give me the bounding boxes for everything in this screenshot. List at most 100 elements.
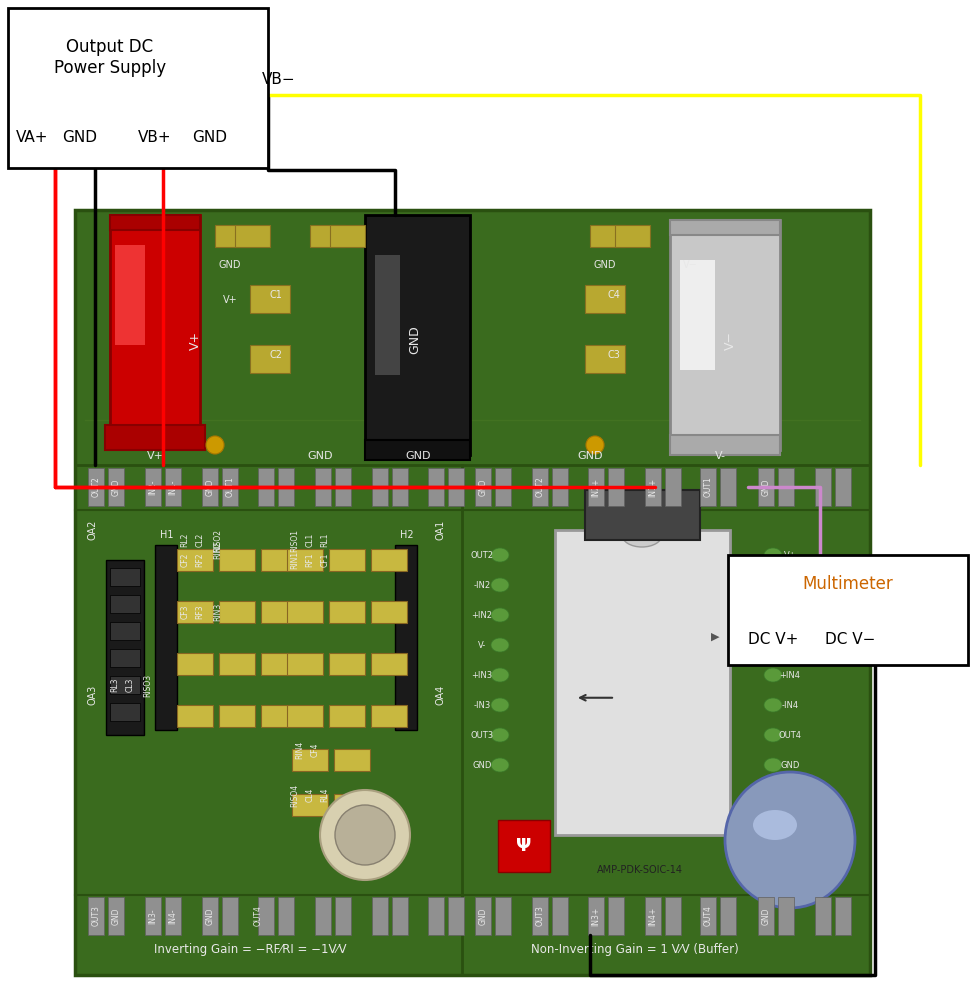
Text: IN1-: IN1- xyxy=(168,479,177,495)
Ellipse shape xyxy=(753,810,797,840)
Bar xyxy=(615,225,650,247)
Bar xyxy=(365,215,470,455)
Text: DC V−: DC V− xyxy=(825,633,876,648)
Text: RL1: RL1 xyxy=(320,533,330,548)
Bar xyxy=(428,468,444,506)
Bar xyxy=(261,549,297,571)
Text: GND: GND xyxy=(307,451,333,461)
Bar xyxy=(815,897,831,935)
Bar xyxy=(372,468,388,506)
Bar xyxy=(498,820,550,872)
Bar xyxy=(585,490,700,540)
Bar xyxy=(495,897,511,935)
Bar xyxy=(428,897,444,935)
Ellipse shape xyxy=(491,578,509,592)
Text: V+: V+ xyxy=(783,551,796,559)
Bar xyxy=(555,530,730,835)
Text: VA+: VA+ xyxy=(16,131,49,146)
Bar xyxy=(590,225,625,247)
Bar xyxy=(371,549,407,571)
Bar xyxy=(292,749,328,771)
Bar xyxy=(261,705,297,727)
Text: +IN4: +IN4 xyxy=(779,671,801,680)
Text: RISO4: RISO4 xyxy=(291,784,300,806)
Bar xyxy=(375,255,400,375)
Text: OUT3: OUT3 xyxy=(470,730,493,739)
Text: GND: GND xyxy=(219,260,241,270)
Bar xyxy=(165,897,181,935)
Bar xyxy=(532,897,548,935)
Bar xyxy=(835,897,851,935)
Text: RL2: RL2 xyxy=(181,533,190,548)
Bar xyxy=(292,794,328,816)
Bar xyxy=(532,468,548,506)
Text: GND: GND xyxy=(112,478,121,496)
Bar xyxy=(720,897,736,935)
Bar xyxy=(329,601,365,623)
Bar xyxy=(278,468,294,506)
Text: -IN1: -IN1 xyxy=(781,610,799,619)
Ellipse shape xyxy=(491,728,509,742)
Bar xyxy=(758,897,774,935)
Bar xyxy=(608,897,624,935)
Bar xyxy=(287,653,323,675)
Bar xyxy=(608,468,624,506)
Text: CF2: CF2 xyxy=(181,553,190,567)
Text: RISO1: RISO1 xyxy=(291,529,300,552)
Ellipse shape xyxy=(491,608,509,622)
Text: C4: C4 xyxy=(608,290,621,300)
Ellipse shape xyxy=(491,758,509,772)
Bar xyxy=(110,649,140,667)
Text: CL2: CL2 xyxy=(196,533,204,548)
Text: GND: GND xyxy=(594,260,616,270)
Ellipse shape xyxy=(335,805,395,865)
Bar xyxy=(219,601,255,623)
Bar xyxy=(177,705,213,727)
Text: CF3: CF3 xyxy=(181,605,190,619)
Text: OUT2: OUT2 xyxy=(535,476,545,497)
Text: IN1+: IN1+ xyxy=(648,477,658,497)
Bar xyxy=(392,897,408,935)
Text: GND: GND xyxy=(479,908,487,925)
Text: C2: C2 xyxy=(270,350,283,360)
Text: RF2: RF2 xyxy=(196,553,204,567)
Bar xyxy=(334,749,370,771)
Bar xyxy=(177,601,213,623)
Bar xyxy=(670,435,780,455)
Text: GND: GND xyxy=(409,325,421,354)
Bar xyxy=(219,549,255,571)
Text: RF1: RF1 xyxy=(306,553,314,567)
Bar xyxy=(105,425,205,450)
Bar xyxy=(287,705,323,727)
Bar xyxy=(728,555,968,665)
Text: RISO3: RISO3 xyxy=(143,674,153,696)
Text: RF3: RF3 xyxy=(196,605,204,619)
Bar xyxy=(588,897,604,935)
Bar xyxy=(371,705,407,727)
Bar xyxy=(720,468,736,506)
Ellipse shape xyxy=(491,548,509,562)
Bar xyxy=(335,468,351,506)
Ellipse shape xyxy=(764,668,782,682)
Text: +IN3: +IN3 xyxy=(472,671,492,680)
Text: CF4: CF4 xyxy=(310,743,319,757)
Text: Non-Inverting Gain = 1 V⁄V (Buffer): Non-Inverting Gain = 1 V⁄V (Buffer) xyxy=(531,943,739,956)
Bar xyxy=(177,653,213,675)
Text: GND: GND xyxy=(762,908,771,925)
Text: Ψ: Ψ xyxy=(517,837,531,855)
Text: GND: GND xyxy=(205,478,214,496)
Bar xyxy=(835,468,851,506)
Bar xyxy=(778,897,794,935)
Text: OA4: OA4 xyxy=(435,684,445,705)
Bar xyxy=(758,468,774,506)
Bar xyxy=(645,468,661,506)
Text: VB−: VB− xyxy=(262,72,296,87)
Text: V+: V+ xyxy=(223,295,237,305)
Ellipse shape xyxy=(764,608,782,622)
Ellipse shape xyxy=(764,548,782,562)
Text: IN3-: IN3- xyxy=(149,909,158,924)
Bar xyxy=(177,549,213,571)
Bar xyxy=(371,653,407,675)
Bar xyxy=(219,705,255,727)
Bar xyxy=(108,468,124,506)
